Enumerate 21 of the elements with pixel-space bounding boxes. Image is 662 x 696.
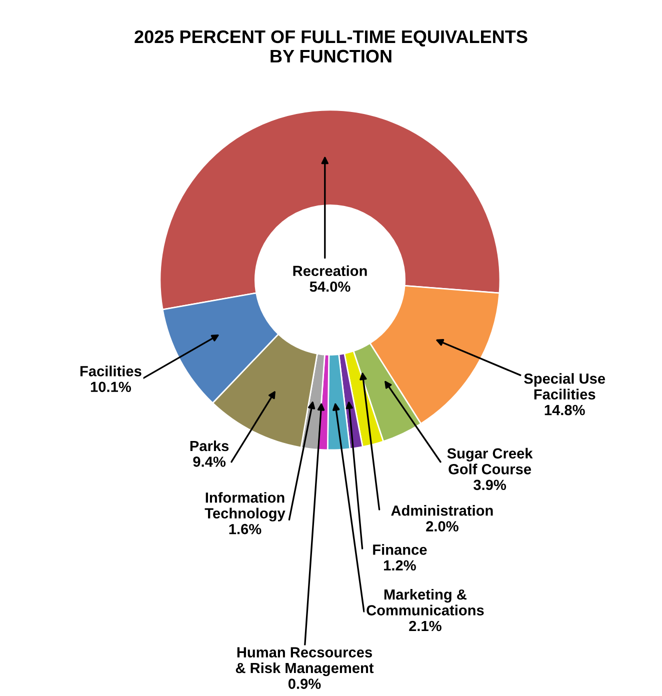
slice-label: Administration: [391, 505, 493, 516]
slice-label: Human Recsources & Risk Management: [236, 647, 374, 676]
data-label: 1.6%: [229, 524, 262, 534]
data-label: 14.8%: [544, 404, 585, 416]
data-label: 2.1%: [409, 620, 442, 632]
data-label: 2.0%: [426, 521, 458, 532]
slice-label: Information Technology: [204, 492, 286, 522]
slice-label: Facilities: [80, 366, 142, 376]
slice-label: Marketing & Communications: [366, 588, 484, 616]
data-label: 10.1%: [90, 382, 131, 392]
slice-label: Parks: [190, 440, 229, 452]
data-label: 0.9%: [288, 678, 321, 689]
data-label: 3.9%: [474, 480, 506, 490]
data-label: 9.4%: [193, 456, 226, 467]
chart-title: 2025 PERCENT OF FULL-TIME EQUIVALENTS BY FUNCTION: [134, 30, 528, 63]
slice-label: Special Use Facilities: [524, 373, 606, 400]
slice-label: Recreation: [293, 265, 367, 276]
data-label: 54.0%: [310, 281, 350, 292]
data-label: 1.2%: [384, 560, 416, 571]
slice-label: Finance: [373, 544, 427, 555]
slice-label: Sugar Creek Golf Course: [447, 448, 533, 474]
